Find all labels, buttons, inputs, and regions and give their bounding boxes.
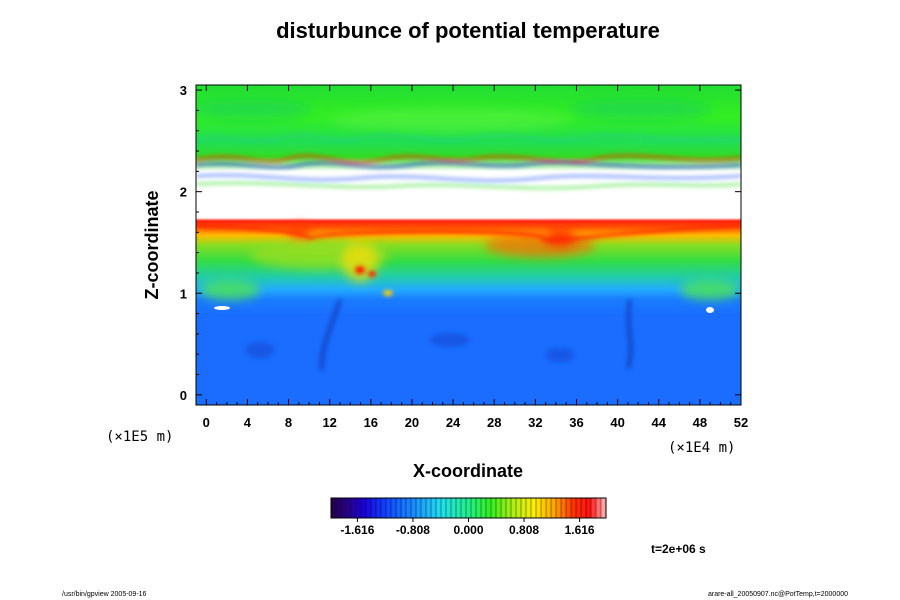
colorbar-tick-label: 1.616 xyxy=(565,523,595,537)
x-tick-label: 32 xyxy=(528,415,542,430)
colorbar-segment xyxy=(431,498,437,518)
colorbar-segment xyxy=(501,498,507,518)
footer-left: /usr/bin/gpview 2005-09-16 xyxy=(62,591,147,598)
colorbar-segment xyxy=(421,498,427,518)
colorbar-segment xyxy=(376,498,382,518)
colorbar-segment xyxy=(511,498,517,518)
colorbar-segment xyxy=(566,498,572,518)
colorbar-segment xyxy=(451,498,457,518)
colorbar-segment xyxy=(551,498,557,518)
colorbar-segment xyxy=(466,498,472,518)
colorbar-segment xyxy=(496,498,502,518)
x-tick-label: 12 xyxy=(322,415,336,430)
colorbar-segment xyxy=(596,498,602,518)
x-tick-label: 28 xyxy=(487,415,501,430)
colorbar-segment xyxy=(471,498,477,518)
colorbar-segment xyxy=(366,498,372,518)
colorbar-segment xyxy=(381,498,387,518)
x-tick-label: 48 xyxy=(693,415,707,430)
colorbar-segment xyxy=(481,498,487,518)
colorbar-segment xyxy=(461,498,467,518)
colorbar-ticks: -1.616 -0.808 0.000 0.808 1.616 xyxy=(340,518,595,537)
colorbar-segment xyxy=(396,498,402,518)
x-tick-label: 20 xyxy=(405,415,419,430)
colorbar-segment xyxy=(601,498,607,518)
colorbar-segment xyxy=(571,498,577,518)
y-tick-label: 3 xyxy=(180,83,187,98)
colorbar-segment xyxy=(441,498,447,518)
colorbar-segment xyxy=(491,498,497,518)
colorbar xyxy=(330,497,607,519)
colorbar-segment xyxy=(436,498,442,518)
colorbar-tick-label: -1.616 xyxy=(340,523,374,537)
colorbar-segment xyxy=(361,498,367,518)
x-axis-label: X-coordinate xyxy=(413,461,523,481)
colorbar-segment xyxy=(581,498,587,518)
colorbar-segment xyxy=(401,498,407,518)
heatmap-field xyxy=(196,85,741,405)
colorbar-segment xyxy=(446,498,452,518)
x-tick-label: 8 xyxy=(285,415,292,430)
colorbar-segment xyxy=(336,498,342,518)
colorbar-segment xyxy=(521,498,527,518)
colorbar-segment xyxy=(356,498,362,518)
plot-frame xyxy=(195,84,742,406)
colorbar-segment xyxy=(341,498,347,518)
colorbar-tick-label: 0.808 xyxy=(509,523,539,537)
colorbar-segment xyxy=(556,498,562,518)
x-tick-label: 36 xyxy=(569,415,583,430)
colorbar-segment xyxy=(426,498,432,518)
colorbar-segment xyxy=(371,498,377,518)
colorbar-segment xyxy=(346,498,352,518)
colorbar-segment xyxy=(546,498,552,518)
colorbar-segment xyxy=(526,498,532,518)
time-label: t=2e+06 s xyxy=(651,542,706,556)
colorbar-segment xyxy=(386,498,392,518)
chart-title: disturbunce of potential temperature xyxy=(276,18,660,43)
x-tick-label: 16 xyxy=(364,415,378,430)
x-tick-label: 4 xyxy=(244,415,252,430)
colorbar-segment xyxy=(331,498,337,518)
colorbar-segment xyxy=(391,498,397,518)
colorbar-segment xyxy=(536,498,542,518)
y-tick-label: 1 xyxy=(180,286,187,301)
x-tick-label: 44 xyxy=(652,415,667,430)
y-tick-label: 2 xyxy=(180,185,187,200)
colorbar-segment xyxy=(541,498,547,518)
colorbar-tick-label: 0.000 xyxy=(453,523,483,537)
x-axis-unit: (×1E4 m) xyxy=(668,440,735,456)
colorbar-segment xyxy=(591,498,597,518)
footer-right: arare-all_20050907.nc@PotTemp,t=2000000 xyxy=(708,591,848,598)
x-tick-label: 24 xyxy=(446,415,461,430)
colorbar-segment xyxy=(416,498,422,518)
x-tick-label: 52 xyxy=(734,415,748,430)
colorbar-segment xyxy=(351,498,357,518)
x-axis-ticks: 0 4 8 12 16 20 24 28 32 36 40 44 48 52 xyxy=(203,85,748,430)
colorbar-segment xyxy=(486,498,492,518)
colorbar-segment xyxy=(476,498,482,518)
colorbar-segment xyxy=(506,498,512,518)
colorbar-segment xyxy=(456,498,462,518)
y-axis-ticks: 0 1 2 3 xyxy=(180,83,741,403)
y-tick-label: 0 xyxy=(180,388,187,403)
colorbar-segment xyxy=(531,498,537,518)
colorbar-segment xyxy=(586,498,592,518)
y-axis-unit: (×1E5 m) xyxy=(106,429,173,445)
colorbar-segment xyxy=(411,498,417,518)
x-tick-label: 0 xyxy=(203,415,210,430)
colorbar-segment xyxy=(561,498,567,518)
x-tick-label: 40 xyxy=(610,415,624,430)
colorbar-segment xyxy=(576,498,582,518)
colorbar-segment xyxy=(516,498,522,518)
y-axis-label: Z-coordinate xyxy=(142,190,162,299)
colorbar-tick-label: -0.808 xyxy=(396,523,430,537)
colorbar-segment xyxy=(406,498,412,518)
